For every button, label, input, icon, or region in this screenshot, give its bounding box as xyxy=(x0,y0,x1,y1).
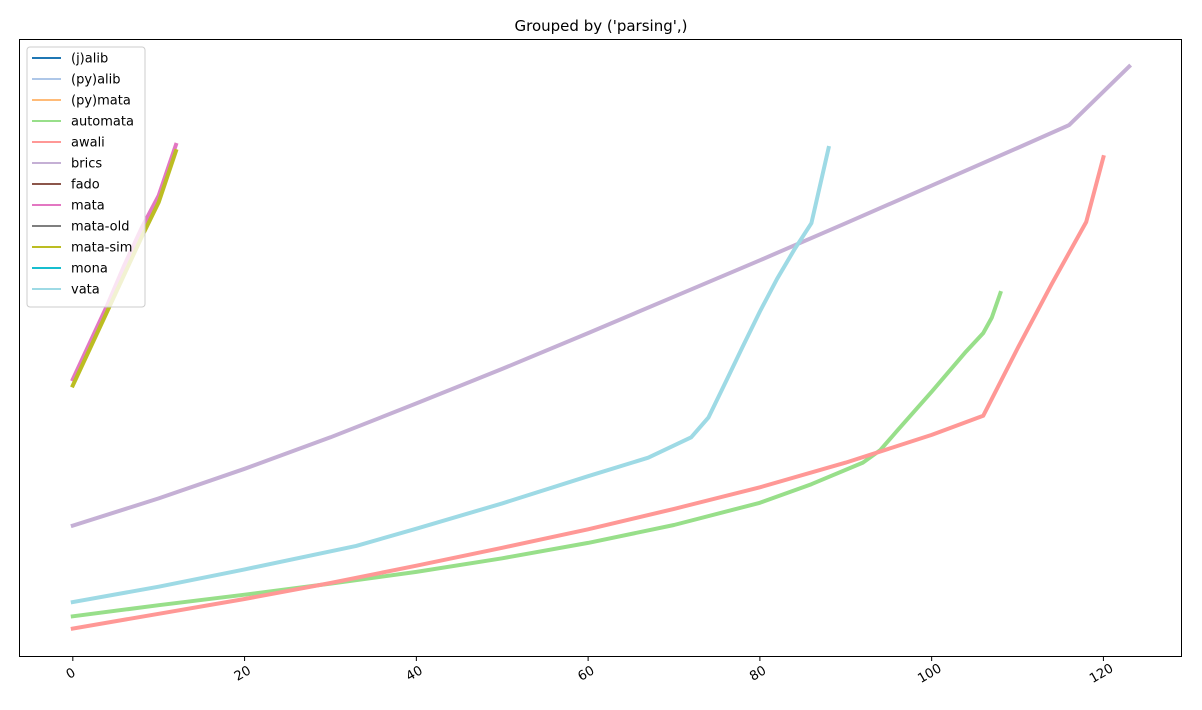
legend-label-py-mata: (py)mata xyxy=(71,94,131,109)
legend-label-mata-old: mata-old xyxy=(71,220,129,235)
legend-label-automata: automata xyxy=(71,115,134,130)
series-line-awali xyxy=(70,154,1106,631)
x-tick-label: 20 xyxy=(232,663,254,684)
legend-box xyxy=(26,46,146,308)
x-tick-label: 60 xyxy=(575,663,597,684)
legend-label-fado: fado xyxy=(71,178,100,193)
legend-label-mata: mata xyxy=(71,199,105,214)
series-line-brics xyxy=(70,63,1133,529)
legend-label-mona: mona xyxy=(71,262,108,277)
legend-label-mata-sim: mata-sim xyxy=(71,241,132,256)
legend-label-py-alib: (py)alib xyxy=(71,73,121,88)
plot-lines xyxy=(70,63,1133,631)
chart-title: Grouped by ('parsing',) xyxy=(515,17,688,35)
x-tick-label: 80 xyxy=(747,663,769,684)
series-line-vata xyxy=(70,145,831,605)
x-tick-label: 40 xyxy=(404,663,426,684)
plot-frame xyxy=(19,39,1182,657)
legend-label-awali: awali xyxy=(71,136,105,151)
legend: (j)alib (py)alib (py)mata automata awali bric… xyxy=(26,46,146,308)
legend-label-j-alib: (j)alib xyxy=(71,52,108,67)
legend-label-brics: brics xyxy=(71,157,102,172)
legend-label-vata: vata xyxy=(71,283,100,298)
